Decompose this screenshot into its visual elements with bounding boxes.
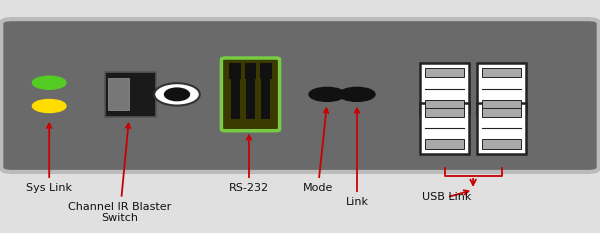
Bar: [482, 108, 521, 117]
FancyBboxPatch shape: [221, 58, 280, 131]
Bar: [425, 139, 464, 149]
Circle shape: [309, 87, 345, 101]
Bar: [420, 63, 469, 114]
Bar: [261, 69, 270, 119]
Bar: [245, 63, 256, 79]
Text: Link: Link: [346, 109, 368, 207]
Bar: [260, 63, 272, 79]
Bar: [105, 72, 156, 116]
Bar: [107, 79, 129, 110]
Circle shape: [339, 87, 375, 101]
Bar: [482, 68, 521, 77]
Text: Sys Link: Sys Link: [26, 124, 72, 193]
Bar: [246, 69, 255, 119]
Circle shape: [32, 76, 66, 89]
Bar: [425, 68, 464, 77]
Ellipse shape: [164, 87, 190, 101]
Ellipse shape: [154, 83, 200, 106]
Bar: [231, 69, 240, 119]
FancyBboxPatch shape: [1, 19, 599, 172]
Circle shape: [32, 99, 66, 113]
Text: Mode: Mode: [303, 108, 333, 193]
Bar: [477, 63, 526, 114]
Bar: [229, 63, 241, 79]
Bar: [425, 100, 464, 109]
Text: USB Link: USB Link: [422, 190, 472, 202]
Bar: [482, 100, 521, 109]
Bar: [420, 103, 469, 154]
Text: Channel IR Blaster
Switch: Channel IR Blaster Switch: [68, 123, 172, 223]
Bar: [425, 108, 464, 117]
Bar: [477, 103, 526, 154]
Bar: [482, 139, 521, 149]
Text: RS-232: RS-232: [229, 135, 269, 193]
